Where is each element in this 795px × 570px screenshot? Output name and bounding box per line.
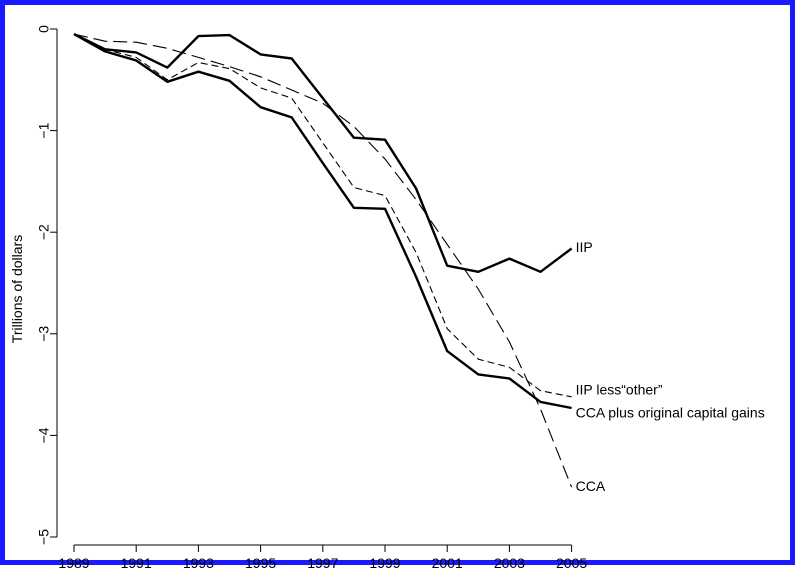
- series-label-cca: CCA: [576, 478, 606, 494]
- x-tick-label: 1995: [245, 555, 276, 570]
- x-tick-label: 1989: [58, 555, 89, 570]
- y-axis-title: Trillions of dollars: [9, 235, 25, 343]
- series-line-iip-less-other: [73, 33, 572, 398]
- x-tick-label: 1997: [307, 555, 338, 570]
- series-lines: [73, 33, 573, 488]
- x-tick-label: 1991: [121, 555, 152, 570]
- series-line-cca: [73, 33, 573, 488]
- series-label-iip-less-other: IIP less“other”: [576, 381, 663, 397]
- series-label-iip: IIP: [576, 239, 593, 255]
- x-tick-label: 2003: [494, 555, 525, 570]
- x-tick-label: 1999: [369, 555, 400, 570]
- y-tick-label: −4: [36, 427, 52, 443]
- x-tick-label: 2001: [432, 555, 463, 570]
- y-tick-label: 0: [36, 25, 52, 33]
- line-chart: 0 −1 −2 −3 −4 −5 1989 1991 1993 1995 1997 1999 2001 2…: [9, 25, 765, 570]
- y-tick-label: −3: [36, 326, 52, 342]
- series-line-cca-plus-gains: [73, 33, 572, 410]
- series-label-cca-plus-gains: CCA plus original capital gains: [576, 405, 765, 421]
- x-tick-label: 1993: [183, 555, 214, 570]
- y-tick-label: −2: [36, 224, 52, 240]
- series-labels: IIP IIP less“other” CCA plus original capi…: [576, 239, 765, 494]
- series-line-iip: [73, 33, 573, 273]
- y-tick-label: −5: [36, 529, 52, 545]
- x-tick-label: 2005: [556, 555, 587, 570]
- y-tick-label: −1: [36, 122, 52, 138]
- axes: 0 −1 −2 −3 −4 −5 1989 1991 1993 1995 1997 1999 2001 2…: [36, 25, 588, 570]
